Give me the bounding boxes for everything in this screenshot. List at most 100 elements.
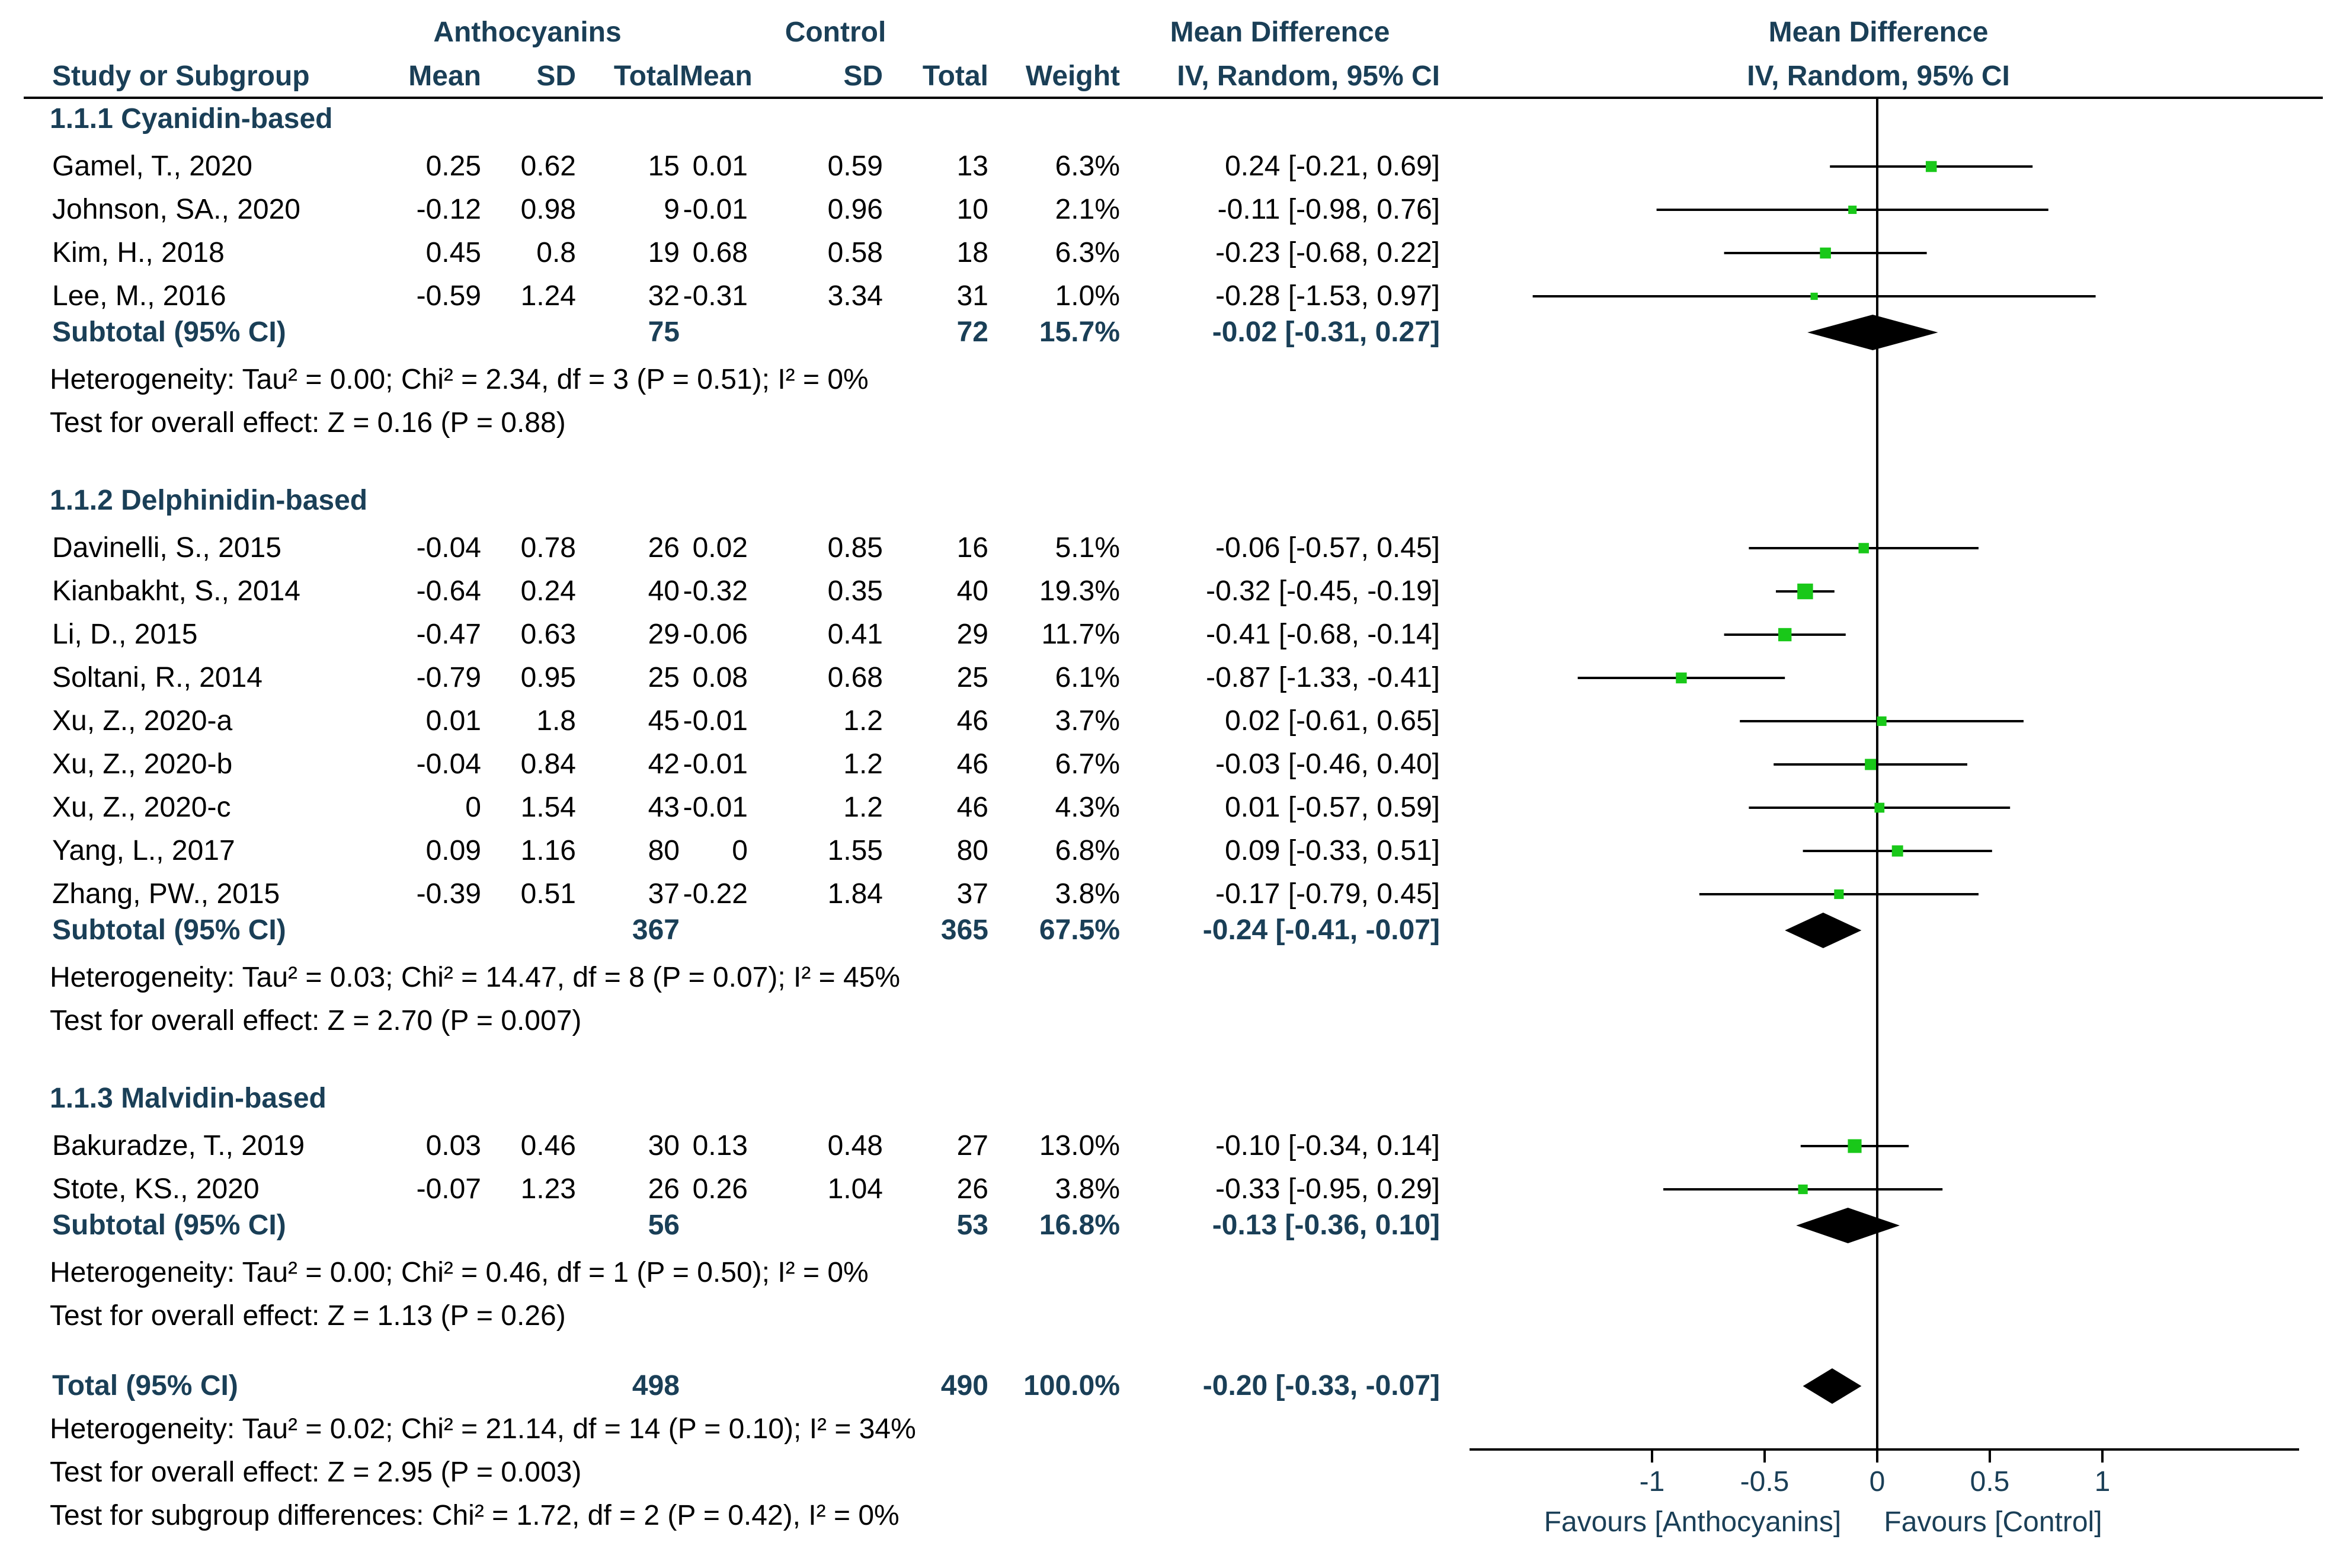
mean-difference-ci: -0.28 [-1.53, 0.97] bbox=[1215, 280, 1440, 312]
sd-control: 1.2 bbox=[843, 705, 883, 737]
header-group2: Control bbox=[785, 17, 886, 48]
sd-anthocyanins: 1.54 bbox=[520, 792, 576, 823]
subtotal-total-control: 53 bbox=[956, 1209, 988, 1241]
sd-anthocyanins: 0.8 bbox=[536, 237, 576, 268]
mean-difference-ci: -0.11 [-0.98, 0.76] bbox=[1217, 194, 1440, 225]
subgroup-differences-text: Test for subgroup differences: Chi² = 1.… bbox=[50, 1500, 899, 1531]
header-total1: Total bbox=[613, 60, 680, 92]
total-anthocyanins: 19 bbox=[648, 237, 680, 268]
mean-difference-ci: 0.02 [-0.61, 0.65] bbox=[1225, 705, 1440, 737]
sd-anthocyanins: 0.78 bbox=[520, 532, 576, 564]
total-control: 27 bbox=[956, 1130, 988, 1161]
subgroup-title: 1.1.2 Delphinidin-based bbox=[50, 485, 368, 516]
sd-control: 0.85 bbox=[827, 532, 883, 564]
total-control: 31 bbox=[956, 280, 988, 312]
study-point-estimate bbox=[1778, 628, 1792, 642]
header-study: Study or Subgroup bbox=[52, 60, 310, 92]
total-control: 13 bbox=[956, 151, 988, 182]
study-point-estimate bbox=[1925, 161, 1937, 172]
mean-control: 0.08 bbox=[692, 662, 748, 693]
total-anthocyanins: 32 bbox=[648, 280, 680, 312]
mean-difference-ci: -0.06 [-0.57, 0.45] bbox=[1215, 532, 1440, 564]
mean-control: 0.13 bbox=[692, 1130, 748, 1161]
weight: 6.8% bbox=[1055, 835, 1120, 866]
total-anthocyanins: 43 bbox=[648, 792, 680, 823]
header-group1: Anthocyanins bbox=[433, 17, 622, 48]
mean-anthocyanins: 0.03 bbox=[425, 1130, 481, 1161]
sd-control: 0.58 bbox=[827, 237, 883, 268]
total-control: 40 bbox=[956, 575, 988, 607]
mean-control: 0.02 bbox=[692, 532, 748, 564]
study-point-estimate bbox=[1891, 845, 1903, 857]
study-point-estimate bbox=[1676, 672, 1687, 684]
mean-anthocyanins: 0.09 bbox=[425, 835, 481, 866]
study-point-estimate bbox=[1797, 583, 1813, 600]
study-name: Xu, Z., 2020-a bbox=[52, 705, 233, 737]
total-control: 26 bbox=[956, 1173, 988, 1205]
header-mean1: Mean bbox=[408, 60, 481, 92]
mean-difference-ci: -0.17 [-0.79, 0.45] bbox=[1215, 878, 1440, 910]
total-anthocyanins: 40 bbox=[648, 575, 680, 607]
favours-anthocyanins-label: Favours [Anthocyanins] bbox=[1544, 1506, 1842, 1538]
total-anthocyanins: 80 bbox=[648, 835, 680, 866]
header-sd1: SD bbox=[536, 60, 576, 92]
study-point-estimate bbox=[1865, 759, 1877, 770]
sd-control: 0.96 bbox=[827, 194, 883, 225]
weight: 2.1% bbox=[1055, 194, 1120, 225]
x-tick-label: -1 bbox=[1640, 1466, 1665, 1497]
subtotal-diamond bbox=[1807, 315, 1938, 350]
header-ci: IV, Random, 95% CI bbox=[1177, 60, 1440, 92]
weight: 5.1% bbox=[1055, 532, 1120, 564]
subtotal-ci: -0.13 [-0.36, 0.10] bbox=[1212, 1209, 1440, 1241]
total-control: 46 bbox=[956, 705, 988, 737]
study-name: Yang, L., 2017 bbox=[52, 835, 235, 866]
sd-anthocyanins: 0.98 bbox=[520, 194, 576, 225]
total-control: 46 bbox=[956, 748, 988, 780]
weight: 6.3% bbox=[1055, 237, 1120, 268]
study-point-estimate bbox=[1820, 247, 1831, 259]
study-point-estimate bbox=[1798, 1184, 1808, 1195]
total-ci: -0.20 [-0.33, -0.07] bbox=[1202, 1370, 1440, 1401]
total-overall-effect-text: Test for overall effect: Z = 2.95 (P = 0… bbox=[50, 1457, 582, 1488]
mean-difference-ci: -0.10 [-0.34, 0.14] bbox=[1215, 1130, 1440, 1161]
sd-anthocyanins: 0.24 bbox=[520, 575, 576, 607]
mean-anthocyanins: -0.07 bbox=[416, 1173, 481, 1205]
sd-control: 1.2 bbox=[843, 748, 883, 780]
mean-difference-ci: -0.33 [-0.95, 0.29] bbox=[1215, 1173, 1440, 1205]
subtotal-weight: 16.8% bbox=[1039, 1209, 1120, 1241]
x-tick-label: 0.5 bbox=[1970, 1466, 2010, 1497]
mean-anthocyanins: -0.39 bbox=[416, 878, 481, 910]
mean-difference-ci: -0.03 [-0.46, 0.40] bbox=[1215, 748, 1440, 780]
header-rule bbox=[24, 97, 2323, 99]
weight: 1.0% bbox=[1055, 280, 1120, 312]
study-name: Gamel, T., 2020 bbox=[52, 151, 252, 182]
weight: 6.3% bbox=[1055, 151, 1120, 182]
weight: 13.0% bbox=[1039, 1130, 1120, 1161]
mean-anthocyanins: -0.04 bbox=[416, 532, 481, 564]
mean-control: 0.68 bbox=[692, 237, 748, 268]
mean-difference-ci: 0.09 [-0.33, 0.51] bbox=[1225, 835, 1440, 866]
subtotal-total-anthocyanins: 367 bbox=[632, 914, 680, 946]
total-anthocyanins: 45 bbox=[648, 705, 680, 737]
study-name: Li, D., 2015 bbox=[52, 619, 198, 650]
subtotal-label: Subtotal (95% CI) bbox=[52, 914, 286, 946]
total-control: 46 bbox=[956, 792, 988, 823]
heterogeneity-text: Heterogeneity: Tau² = 0.00; Chi² = 0.46,… bbox=[50, 1257, 869, 1288]
sd-anthocyanins: 0.95 bbox=[520, 662, 576, 693]
mean-control: -0.01 bbox=[683, 705, 748, 737]
total-anthocyanins: 29 bbox=[648, 619, 680, 650]
weight: 11.7% bbox=[1041, 619, 1120, 650]
total-control: 16 bbox=[956, 532, 988, 564]
header-total2: Total bbox=[922, 60, 988, 92]
study-point-estimate bbox=[1877, 716, 1887, 727]
weight: 19.3% bbox=[1039, 575, 1120, 607]
total-anthocyanins: 26 bbox=[648, 1173, 680, 1205]
x-tick-label: 1 bbox=[2095, 1466, 2111, 1497]
subtotal-total-anthocyanins: 56 bbox=[648, 1209, 680, 1241]
subtotal-diamond bbox=[1785, 913, 1862, 948]
mean-anthocyanins: -0.04 bbox=[416, 748, 481, 780]
total-anthocyanins: 9 bbox=[664, 194, 680, 225]
mean-difference-ci: -0.32 [-0.45, -0.19] bbox=[1206, 575, 1440, 607]
weight: 4.3% bbox=[1055, 792, 1120, 823]
